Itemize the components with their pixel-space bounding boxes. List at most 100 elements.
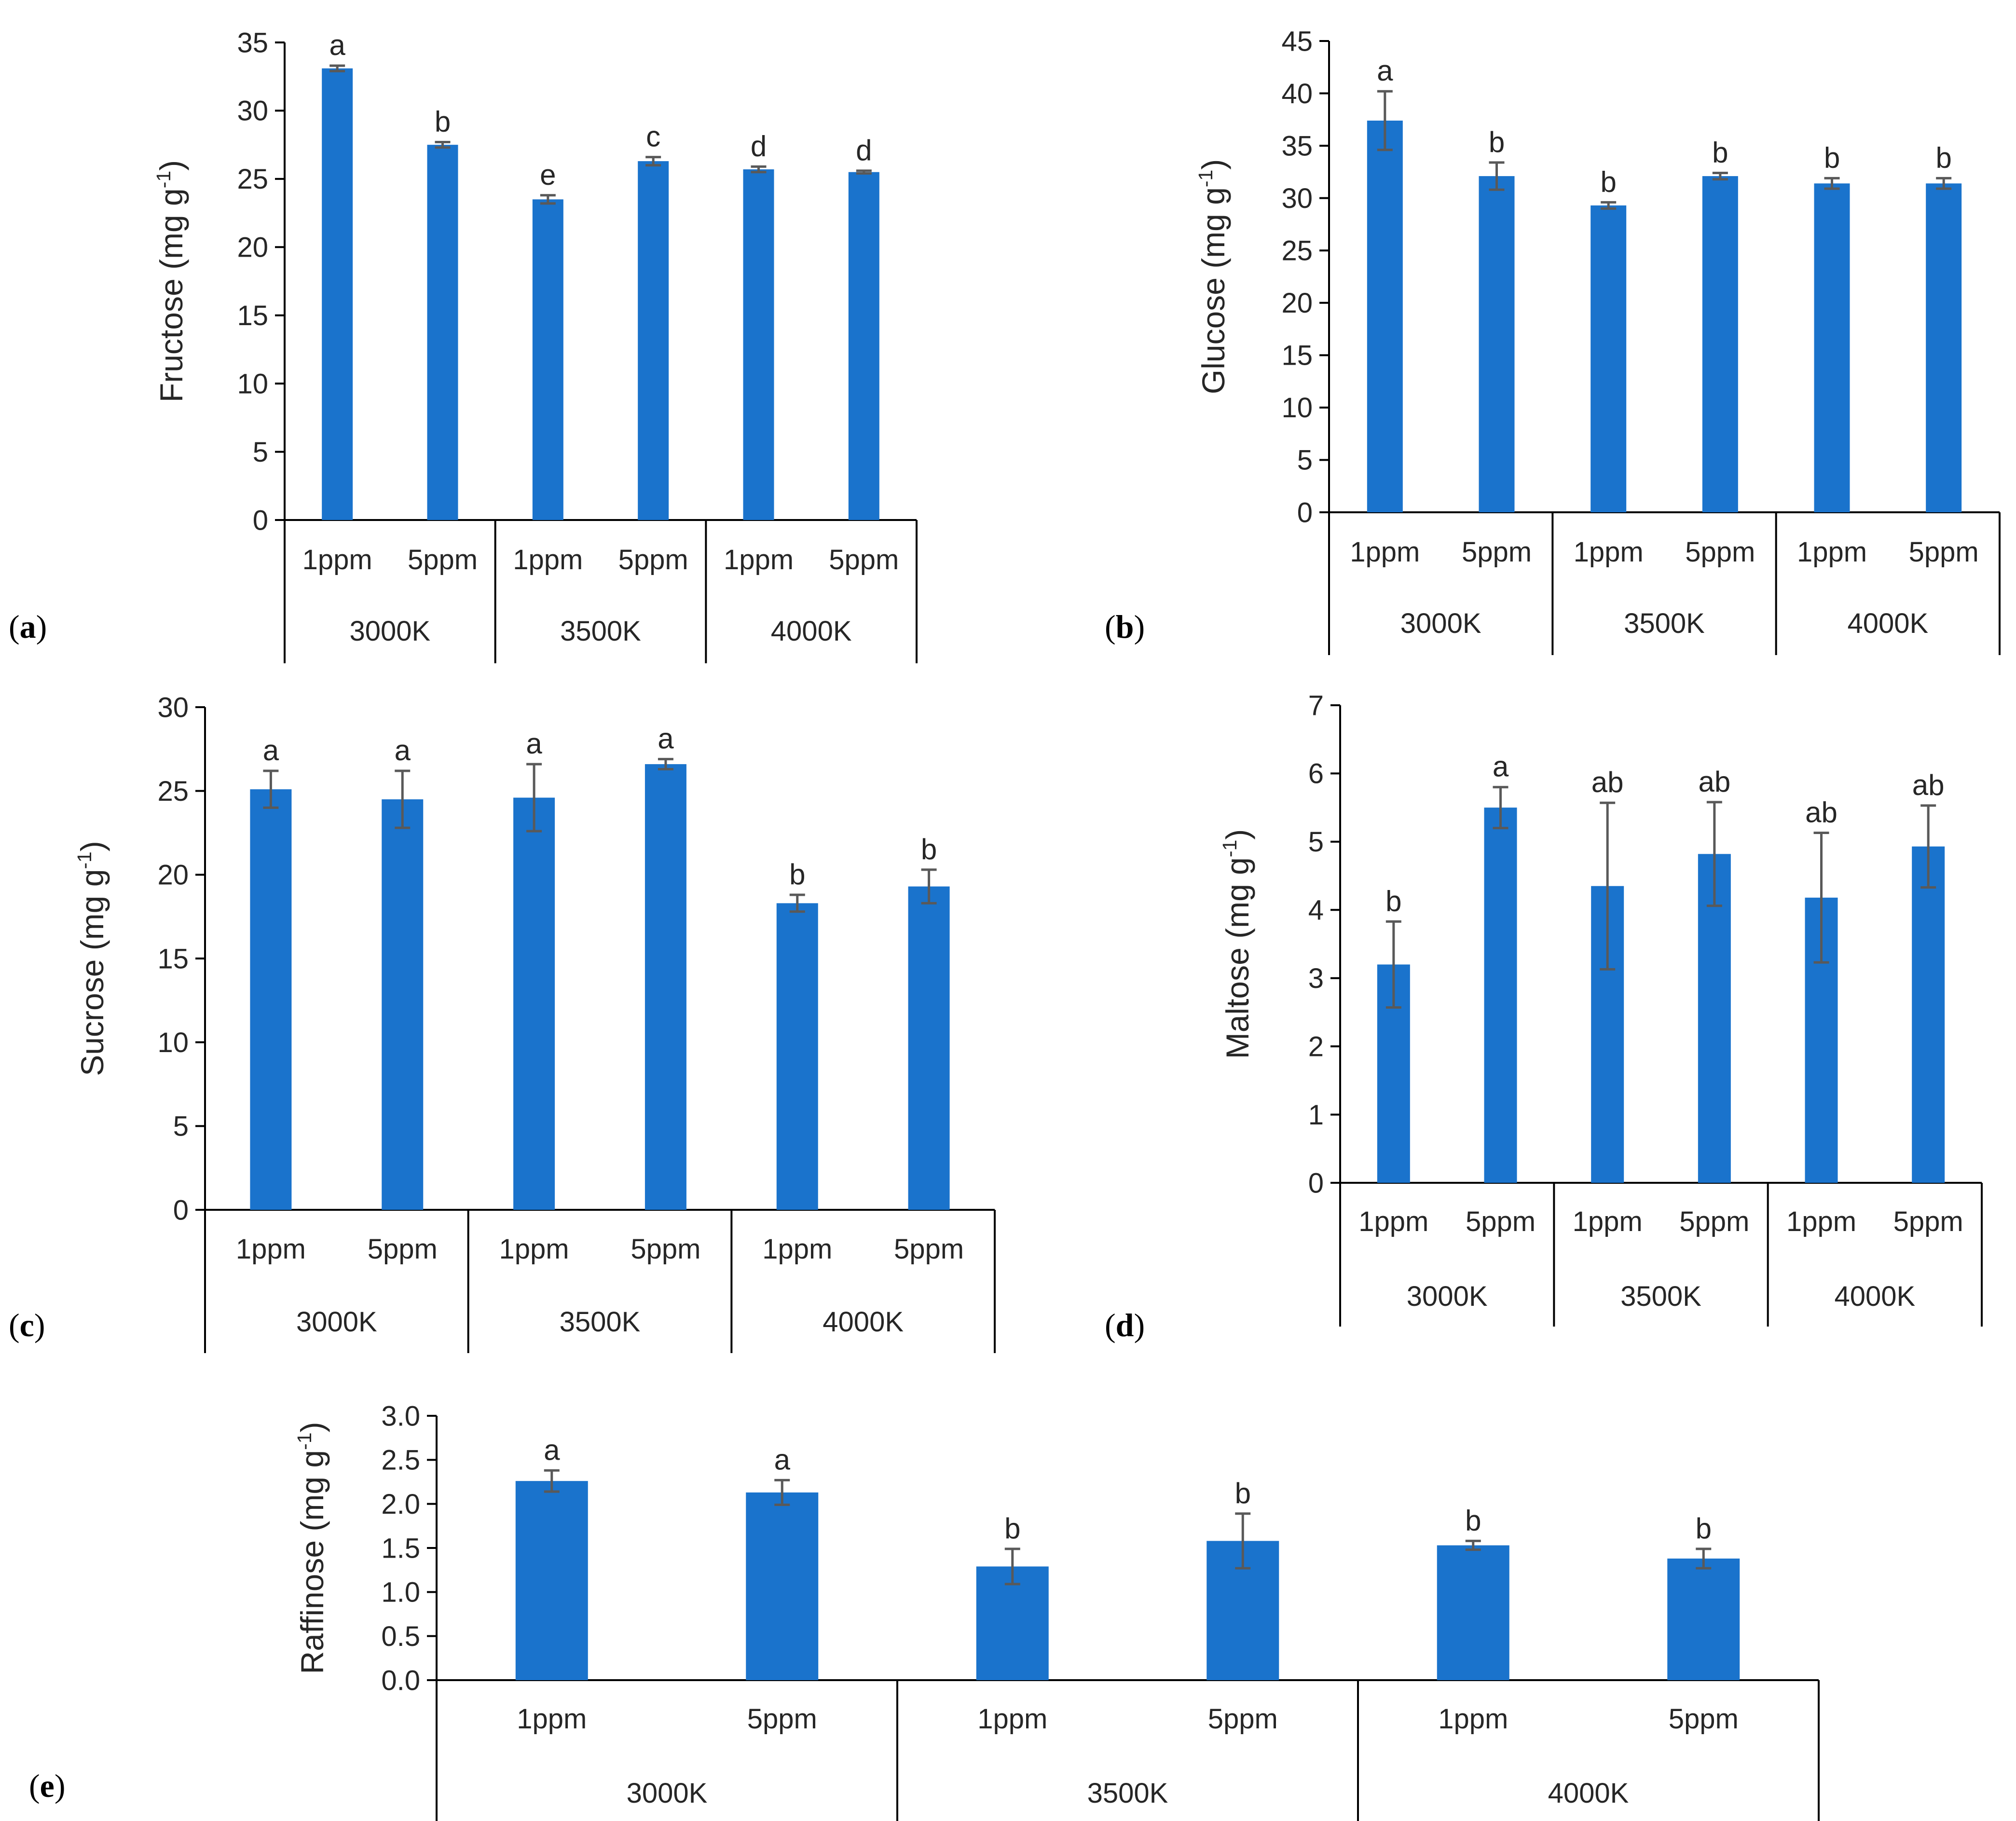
significance-letter: b [1935,141,1951,174]
x-group-label: 3500K [560,1306,641,1338]
significance-letter: a [263,734,279,767]
x-category-label: 1ppm [236,1233,306,1265]
significance-letter: b [1824,141,1840,174]
y-axis-title-main: Raffinose (mg g [294,1450,330,1674]
significance-letter: d [751,130,767,162]
x-category-label: 1ppm [1797,536,1867,568]
y-tick-label: 2 [1308,1031,1324,1062]
significance-letter: b [789,858,805,890]
x-group-label: 3000K [1400,608,1481,639]
significance-letter: a [329,29,345,61]
y-tick-label: 20 [237,232,268,263]
x-group-label: 3000K [349,616,430,647]
x-category-label: 5ppm [1462,536,1532,568]
x-group-label: 4000K [1548,1778,1629,1809]
x-category-label: 1ppm [302,544,372,575]
y-tick-label: 1.0 [381,1577,420,1608]
y-axis-title-close: ) [294,1422,330,1432]
chart-panel-raffinose: 0.0 0.5 1.0 1.5 2.0 2.5 3.0 Raffinose (mg g-1) a… [29,1400,1820,1821]
x-category-label: 5ppm [1466,1206,1536,1237]
y-tick-label: 25 [157,776,189,807]
significance-letter: d [856,134,872,166]
chart-panel-glucose: 0 5 10 15 20 25 30 35 40 45 Glucose (mg g-1) a 1ppm b… [1105,26,2001,655]
y-tick-label: 35 [237,27,268,58]
y-axis-title-superscript: -1 [1219,840,1241,857]
x-group-label: 4000K [771,616,852,647]
y-tick-label: 25 [1281,235,1313,267]
bar-fructose-5 [743,169,774,520]
panel-label: (a) [9,608,47,645]
y-tick-label: 5 [173,1111,189,1142]
significance-letter: b [1696,1512,1712,1545]
x-category-label: 5ppm [1208,1703,1278,1735]
significance-letter: a [395,734,411,767]
y-axis-title-close: ) [74,841,110,851]
x-category-label: 1ppm [1574,536,1644,568]
y-tick-label: 1.5 [381,1533,420,1564]
bar-sucrose-4 [645,764,686,1210]
x-category-label: 1ppm [1786,1206,1856,1237]
significance-letter: b [1600,165,1616,198]
y-tick-label: 35 [1281,130,1313,162]
x-group-label: 3500K [560,616,641,647]
bar-fructose-1 [322,68,353,520]
x-group-label: 3500K [1620,1281,1701,1312]
bar-maltose-4 [1698,854,1731,1183]
y-tick-label: 0 [173,1194,189,1226]
x-group-label: 3000K [296,1306,377,1338]
panel-label: (b) [1105,608,1145,645]
x-group-label: 3500K [1087,1778,1168,1809]
x-group-label: 4000K [1847,608,1928,639]
x-category-label: 5ppm [829,544,899,575]
x-category-label: 1ppm [513,544,583,575]
significance-letter: b [1465,1504,1481,1536]
chart-panel-maltose: 0 1 2 3 4 5 6 7 Maltose (mg g-1) b 1ppm a 5ppm ab 1ppm… [1105,690,1983,1343]
significance-letter: b [1235,1477,1251,1509]
x-category-label: 1ppm [977,1703,1047,1735]
y-axis-title-main: Maltose (mg g [1220,857,1255,1059]
x-category-label: 5ppm [631,1233,700,1265]
y-tick-label: 5 [253,437,268,468]
x-category-label: 5ppm [368,1233,438,1265]
bar-sucrose-5 [776,903,818,1210]
x-category-label: 1ppm [499,1233,569,1265]
bar-sucrose-1 [250,789,292,1210]
y-axis-title-main: Fructose (mg g [153,188,189,402]
y-axis-title-superscript: -1 [293,1432,315,1450]
x-category-label: 5ppm [1669,1703,1739,1735]
y-tick-label: 20 [157,860,189,891]
panel-label: (c) [9,1307,45,1343]
y-tick-label: 20 [1281,288,1313,319]
y-axis-title: Sucrose (mg g-1) [73,841,110,1076]
y-tick-label: 10 [1281,392,1313,424]
bar-raffinose-1 [515,1481,588,1680]
y-axis-title: Fructose (mg g-1) [152,160,189,402]
y-tick-label: 45 [1281,26,1313,57]
y-tick-label: 40 [1281,78,1313,110]
x-category-label: 1ppm [762,1233,832,1265]
significance-letter: b [1712,137,1728,169]
significance-letter: a [774,1443,791,1476]
bar-fructose-3 [532,199,563,520]
y-axis-title-superscript: -1 [152,171,175,188]
y-axis-title: Maltose (mg g-1) [1219,829,1255,1059]
bar-sucrose-6 [908,886,950,1210]
significance-letter: b [435,105,451,137]
bar-raffinose-5 [1437,1545,1509,1680]
y-tick-label: 30 [1281,183,1313,214]
bar-maltose-6 [1912,846,1945,1183]
significance-letter: b [1004,1512,1020,1545]
y-tick-label: 0.5 [381,1621,420,1652]
bar-glucose-1 [1367,121,1403,512]
y-tick-label: 5 [1308,826,1324,858]
x-category-label: 5ppm [747,1703,817,1735]
bar-glucose-2 [1479,176,1515,512]
bar-sucrose-3 [513,797,555,1210]
y-axis-title-superscript: -1 [73,851,96,869]
y-tick-label: 0 [1297,497,1313,528]
x-group-label: 4000K [823,1306,904,1338]
y-axis-title-close: ) [153,160,189,171]
y-tick-label: 1 [1308,1099,1324,1131]
y-axis-title-close: ) [1195,159,1231,170]
